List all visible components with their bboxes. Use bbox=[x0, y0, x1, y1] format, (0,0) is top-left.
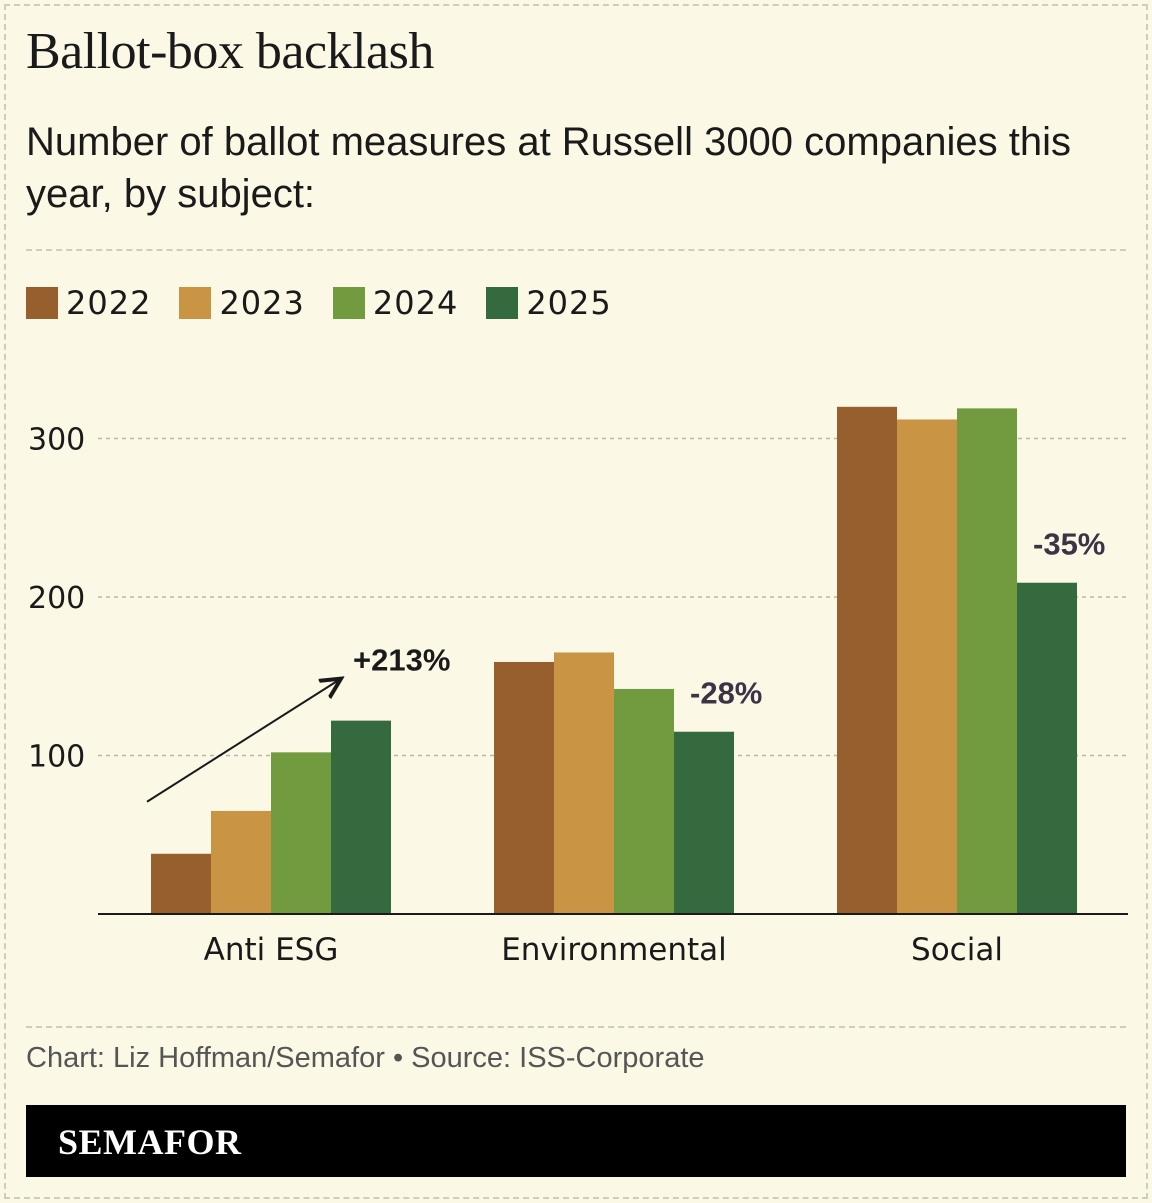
annotation-anti-esg: +213% bbox=[353, 643, 450, 678]
annotation-environmental: -28% bbox=[690, 676, 762, 711]
legend-label-2023: 2023 bbox=[219, 284, 305, 322]
y-tick-label-300: 300 bbox=[28, 423, 85, 458]
semafor-logo: SEMAFOR bbox=[58, 1122, 242, 1162]
bar-anti-esg-2024 bbox=[271, 752, 331, 914]
bar-anti-esg-2023 bbox=[211, 810, 271, 914]
bar-environmental-2024 bbox=[614, 688, 674, 914]
bar-anti-esg-2025 bbox=[331, 720, 391, 914]
legend: 2022 2023 2024 2025 bbox=[26, 284, 640, 322]
legend-label-2025: 2025 bbox=[526, 284, 612, 322]
bar-environmental-2022 bbox=[494, 661, 554, 914]
divider-bottom bbox=[26, 1026, 1126, 1028]
legend-item-2023: 2023 bbox=[179, 284, 304, 322]
growth-arrow bbox=[146, 679, 341, 803]
legend-swatch-2022 bbox=[26, 287, 58, 319]
legend-label-2024: 2024 bbox=[372, 284, 459, 322]
bar-social-2023 bbox=[897, 419, 957, 914]
legend-item-2025: 2025 bbox=[486, 284, 611, 322]
brand-bar: SEMAFOR bbox=[26, 1105, 1126, 1177]
chart-frame bbox=[4, 4, 1148, 1199]
divider-top bbox=[26, 249, 1126, 251]
bar-chart: 100 200 300 Anti ESG Environmental Social +213… bbox=[28, 406, 1128, 968]
annotation-social: -35% bbox=[1033, 527, 1105, 562]
x-tick-label-environmental: Environmental bbox=[501, 932, 727, 968]
y-tick-label-100: 100 bbox=[28, 740, 85, 775]
bar-anti-esg-2022 bbox=[151, 853, 211, 914]
legend-swatch-2023 bbox=[179, 287, 212, 319]
chart-title: Ballot-box backlash bbox=[26, 23, 434, 80]
bar-social-2022 bbox=[837, 406, 897, 914]
source-credit: Chart: Liz Hoffman/Semafor • Source: ISS… bbox=[26, 1042, 705, 1074]
bar-environmental-2025 bbox=[674, 731, 734, 914]
bar-social-2025 bbox=[1017, 582, 1077, 914]
legend-label-2022: 2022 bbox=[66, 284, 152, 322]
bar-environmental-2023 bbox=[554, 652, 614, 914]
y-tick-label-200: 200 bbox=[28, 581, 85, 616]
bar-social-2024 bbox=[957, 408, 1017, 914]
legend-item-2024: 2024 bbox=[332, 284, 459, 322]
legend-swatch-2024 bbox=[332, 287, 365, 319]
legend-item-2022: 2022 bbox=[26, 284, 151, 322]
x-tick-label-social: Social bbox=[911, 932, 1003, 968]
legend-swatch-2025 bbox=[486, 287, 519, 319]
x-tick-label-anti-esg: Anti ESG bbox=[204, 932, 339, 968]
chart-subtitle: Number of ballot measures at Russell 300… bbox=[26, 120, 1071, 216]
